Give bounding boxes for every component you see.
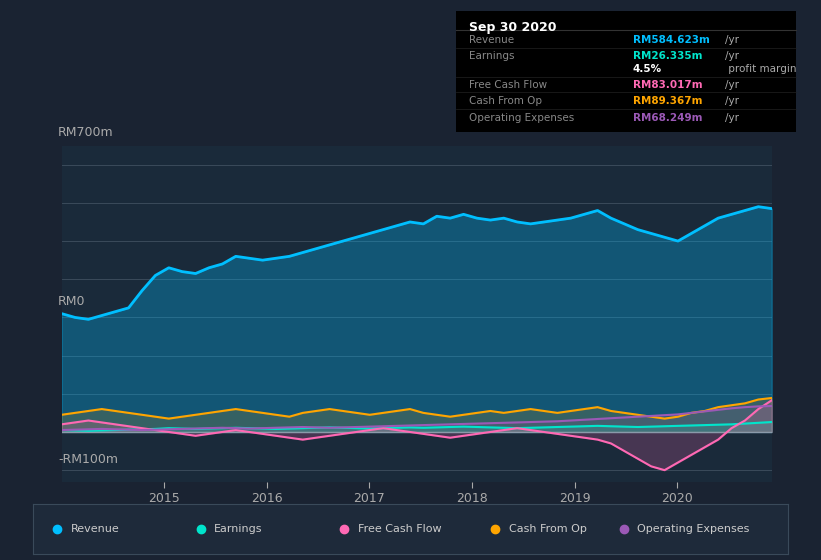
Text: -RM100m: -RM100m	[58, 453, 118, 466]
Text: Revenue: Revenue	[470, 35, 515, 45]
Text: /yr: /yr	[725, 113, 739, 123]
Text: RM83.017m: RM83.017m	[633, 80, 703, 90]
Text: Earnings: Earnings	[470, 51, 515, 60]
Text: Free Cash Flow: Free Cash Flow	[358, 524, 441, 534]
Text: /yr: /yr	[725, 51, 739, 60]
Text: Cash From Op: Cash From Op	[509, 524, 586, 534]
Text: RM584.623m: RM584.623m	[633, 35, 709, 45]
Text: Operating Expenses: Operating Expenses	[470, 113, 575, 123]
Text: Cash From Op: Cash From Op	[470, 96, 543, 106]
Text: profit margin: profit margin	[725, 64, 796, 74]
Text: /yr: /yr	[725, 96, 739, 106]
Text: RM89.367m: RM89.367m	[633, 96, 702, 106]
Text: 4.5%: 4.5%	[633, 64, 662, 74]
Text: Free Cash Flow: Free Cash Flow	[470, 80, 548, 90]
Text: Revenue: Revenue	[71, 524, 119, 534]
Text: Sep 30 2020: Sep 30 2020	[470, 21, 557, 34]
Text: Earnings: Earnings	[214, 524, 263, 534]
Text: RM700m: RM700m	[58, 126, 113, 139]
Text: /yr: /yr	[725, 80, 739, 90]
Text: RM68.249m: RM68.249m	[633, 113, 702, 123]
Text: /yr: /yr	[725, 35, 739, 45]
Text: RM26.335m: RM26.335m	[633, 51, 702, 60]
Text: RM0: RM0	[58, 295, 85, 309]
Text: Operating Expenses: Operating Expenses	[637, 524, 750, 534]
